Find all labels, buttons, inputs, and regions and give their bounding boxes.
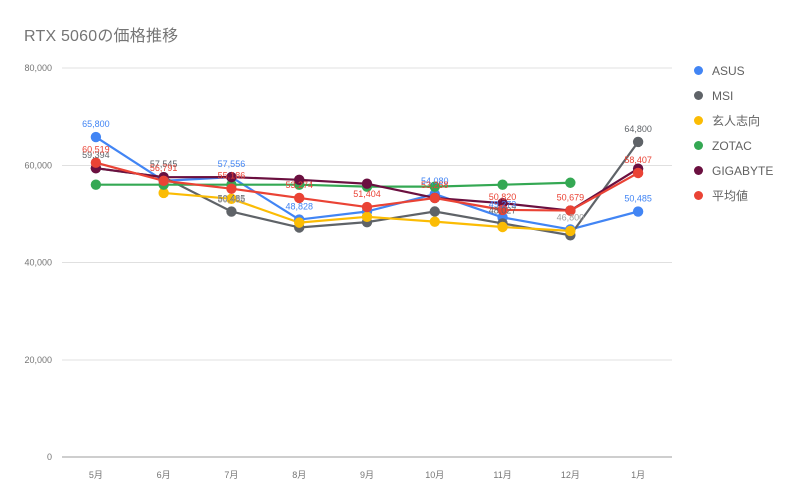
data-point-label: 50,679 (557, 193, 585, 203)
legend-item-label: 平均値 (712, 188, 749, 203)
series-marker (497, 179, 508, 190)
series-marker (565, 205, 576, 216)
y-axis-tick-label: 0 (47, 452, 52, 462)
legend-color-swatch-icon (694, 116, 703, 125)
x-axis-tick-label: 7月 (224, 470, 238, 480)
legend-item-ZOTAC[interactable]: ZOTAC (694, 133, 812, 158)
series-marker (565, 177, 576, 188)
legend-color-swatch-icon (694, 141, 703, 150)
data-point-label: 54,080 (421, 176, 449, 186)
data-point-label: 53,274 (285, 180, 313, 190)
data-point-label: 48,828 (285, 202, 313, 212)
data-point-label: 57,556 (218, 159, 246, 169)
series-marker (90, 179, 102, 190)
gridlines (62, 67, 672, 458)
legend-item-MSI[interactable]: MSI (694, 83, 812, 108)
series-marker (429, 206, 440, 217)
legend-color-swatch-icon (694, 66, 703, 75)
x-axis-tick-label: 8月 (292, 470, 306, 480)
legend-color-swatch-icon (694, 91, 703, 100)
series-marker (632, 206, 644, 217)
legend-item-label: ASUS (712, 63, 745, 78)
y-axis-tick-label: 80,000 (24, 63, 52, 73)
data-point-label: 59,394 (82, 150, 110, 160)
series-marker (429, 181, 440, 192)
series-marker (90, 131, 102, 143)
series-marker (226, 193, 237, 205)
x-axis-tick-label: 1月 (631, 470, 645, 480)
page-title: RTX 5060の価格推移 (24, 28, 179, 45)
series-marker (497, 204, 508, 216)
series-marker (429, 216, 440, 227)
series-marker (361, 201, 373, 213)
legend-item-label: 玄人志向 (712, 113, 761, 128)
x-axis-tick-label: 6月 (157, 470, 171, 480)
data-point-label: 46,800 (557, 212, 585, 222)
data-point-label: 55,186 (218, 171, 246, 181)
legend-color-swatch-icon (694, 166, 703, 175)
series-marker (226, 206, 237, 217)
series-marker (226, 171, 237, 183)
series-marker (294, 217, 305, 228)
chart-legend: ASUS MSI 玄人志向 ZOTAC GIGABYTE 平均値 (694, 58, 812, 208)
series-marker (158, 175, 169, 187)
y-axis-tick-labels: 0 20,000 40,000 60,000 80,000 (24, 63, 52, 462)
data-point-label: 58,407 (624, 155, 652, 165)
data-point-label: 51,404 (353, 189, 381, 199)
series-marker (632, 136, 644, 148)
x-axis-tick-label: 11月 (493, 470, 511, 480)
x-axis-tick-label: 5月 (89, 470, 103, 480)
series-marker (497, 221, 508, 233)
series-marker (361, 211, 373, 222)
data-point-label: 65,800 (82, 119, 110, 129)
data-point-label: 60,519 (82, 145, 110, 155)
series-marker (226, 183, 237, 194)
legend-item-GIGABYTE[interactable]: GIGABYTE (694, 158, 812, 183)
legend-item-平均値[interactable]: 平均値 (694, 183, 812, 208)
legend-item-玄人志向[interactable]: 玄人志向 (694, 108, 812, 133)
x-axis-tick-label: 12月 (561, 470, 580, 480)
y-axis-tick-label: 20,000 (24, 355, 52, 365)
data-point-label: 50,485 (218, 195, 246, 205)
x-axis-tick-label: 9月 (360, 470, 374, 480)
series-marker (565, 225, 576, 237)
data-point-label: 53,268 (421, 180, 449, 190)
series-marker (294, 174, 305, 186)
legend-item-label: MSI (712, 88, 734, 103)
series-marker (361, 178, 373, 189)
data-point-label: 50,820 (489, 192, 517, 202)
legend-color-swatch-icon (694, 191, 703, 200)
x-axis-tick-labels: 5月 6月 7月 8月 9月 10月 11月 12月 1月 (89, 470, 645, 480)
data-point-label: 64,800 (624, 124, 652, 134)
series-line (94, 181, 572, 188)
series-marker (632, 167, 644, 179)
y-axis-tick-label: 40,000 (24, 258, 52, 268)
data-point-label: 48,027 (489, 205, 517, 215)
series-marker (90, 157, 102, 168)
data-point-label: 57,545 (150, 159, 178, 169)
data-point-label: 56,791 (150, 163, 178, 173)
legend-item-label: ZOTAC (712, 138, 752, 153)
series-marker (294, 192, 305, 204)
data-point-labels: 65,800 57,556 48,828 54,080 49,273 50,485 59,3… (82, 119, 652, 222)
data-point-label: 50,485 (624, 194, 652, 204)
data-point-label: 49,273 (489, 199, 517, 209)
legend-item-ASUS[interactable]: ASUS (694, 58, 812, 83)
y-axis-tick-label: 60,000 (24, 160, 52, 170)
series-marker (429, 192, 440, 204)
series-markers (90, 131, 644, 241)
x-axis-tick-label: 10月 (425, 470, 444, 480)
data-point-label: 50,485 (218, 194, 246, 204)
legend-item-label: GIGABYTE (712, 163, 774, 178)
series-marker (158, 187, 169, 199)
